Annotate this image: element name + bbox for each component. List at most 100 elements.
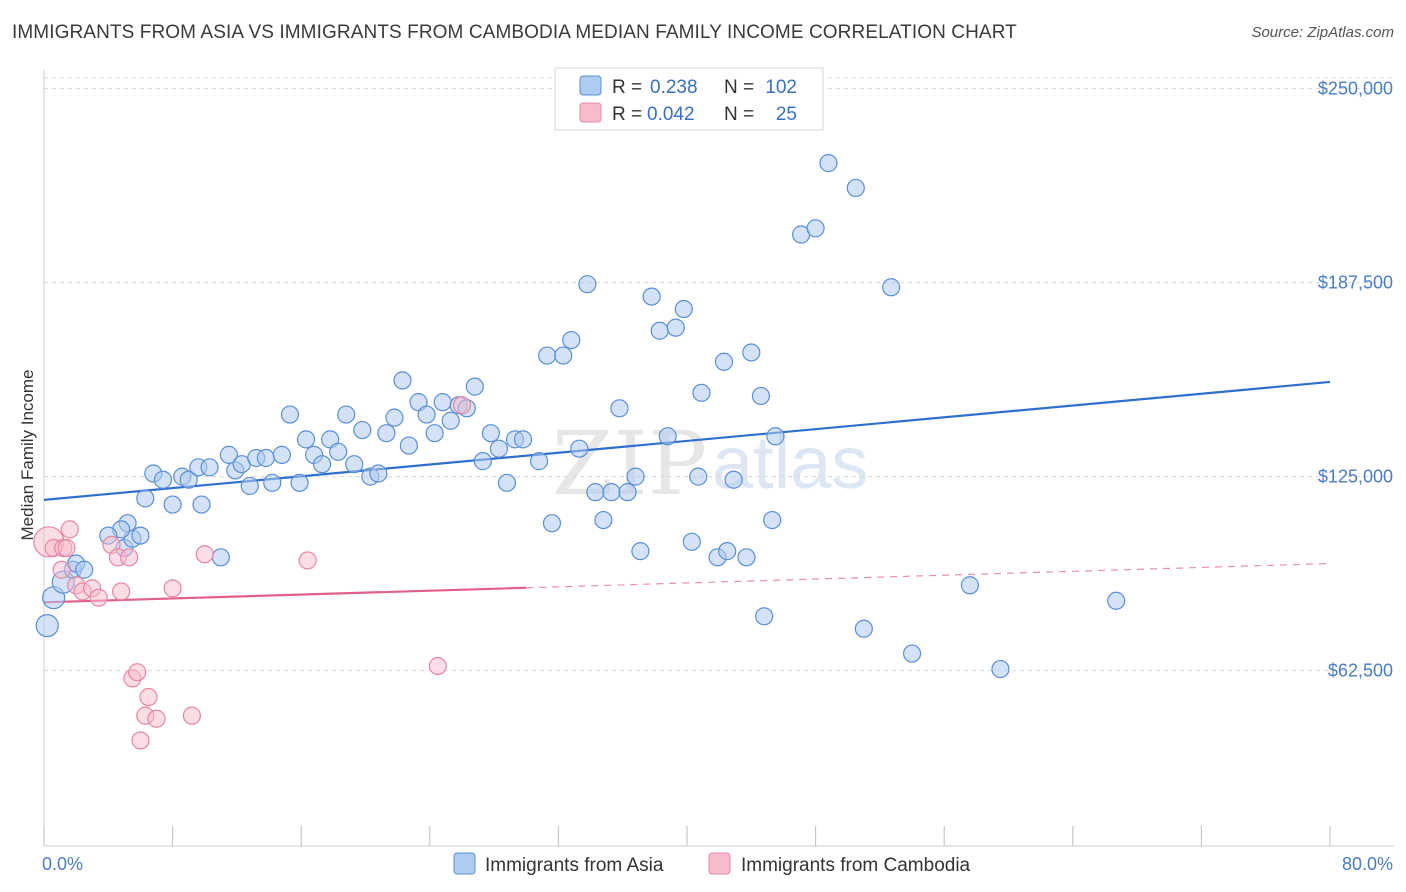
cambodia-point-24 [428,656,447,676]
asia-point-41 [369,464,388,483]
asia-point-53 [465,377,484,396]
y-tick-label-1: $125,000 [1318,467,1393,487]
asia-point-96 [854,619,873,638]
asia-point-65 [570,439,589,458]
asia-point-76 [658,427,677,446]
x-tick-label-1: 80.0% [1342,854,1393,874]
grid [44,77,1394,672]
chart-title: IMMIGRANTS FROM ASIA VS IMMIGRANTS FROM … [12,22,1017,43]
asia-point-93 [806,219,825,238]
y-tick-label-3: $250,000 [1318,79,1393,99]
watermark-atlas: atlas [712,421,868,504]
asia-point-98 [902,644,922,663]
asia-point-67 [586,483,605,502]
asia-point-75 [650,321,669,340]
asia-point-81 [692,383,711,402]
cambodia-point-5 [60,520,79,539]
asia-point-43 [385,408,404,427]
cambodia-point-19 [147,709,166,728]
legend-cambodia-n-value: 25 [776,104,797,125]
asia-point-79 [682,532,701,551]
asia-point-94 [819,154,838,173]
x-tick-label-0: 0.0% [42,854,83,874]
cambodia-point-15 [128,663,147,682]
asia-point-71 [618,483,637,502]
asia-point-89 [755,607,774,626]
legend-asia-r-value: 0.238 [650,77,698,98]
asia-point-101 [1107,591,1126,610]
cambodia-point-21 [182,706,201,725]
legend-cambodia-r-value: 0.042 [647,104,695,125]
trend-line-cambodia-extrapolated [526,562,1331,589]
asia-point-100 [991,659,1010,679]
asia-point-21 [211,548,230,567]
asia-point-62 [542,514,562,533]
asia-point-31 [290,473,309,492]
asia-point-66 [578,275,597,294]
axes [43,70,1394,847]
asia-point-12 [136,489,155,508]
asia-point-17 [179,470,198,489]
bottom-legend-asia-label: Immigrants from Asia [485,855,664,876]
asia-point-37 [337,405,356,424]
asia-point-27 [256,448,275,468]
asia-point-47 [417,405,436,424]
asia-point-42 [377,424,396,443]
asia-point-20 [200,458,219,477]
asia-point-11 [131,526,150,545]
asia-point-38 [345,455,364,474]
asia-point-80 [689,467,708,486]
legend-asia-swatch [579,75,602,96]
series-asia-points [35,154,1126,679]
asia-point-88 [751,386,771,406]
cambodia-point-20 [163,579,182,598]
asia-point-59 [513,430,533,449]
asia-point-30 [280,405,300,424]
asia-point-85 [724,470,743,489]
asia-point-34 [312,455,332,474]
asia-point-72 [626,467,645,486]
asia-point-90 [763,510,782,530]
asia-point-55 [481,424,500,443]
asia-point-48 [425,424,444,443]
cambodia-point-25 [452,396,472,415]
asia-point-44 [393,371,412,390]
asia-point-77 [666,318,685,337]
legend-asia-n-value: 102 [765,77,797,98]
asia-point-68 [594,510,613,530]
cambodia-point-23 [298,551,317,570]
trend-line-asia [43,380,1331,501]
legend-asia-n-label: N = [724,77,754,98]
asia-point-95 [846,178,865,198]
bottom-legend-cambodia-label: Immigrants from Cambodia [741,855,971,876]
asia-point-28 [263,473,282,492]
legend-cambodia-n-label: N = [724,104,754,125]
bottom-legend: Immigrants from Asia Immigrants from Cam… [453,852,971,876]
asia-point-83 [714,352,734,371]
asia-point-99 [960,576,980,595]
asia-point-5 [75,560,94,579]
asia-point-22 [219,445,238,464]
cambodia-point-9 [89,588,108,607]
asia-point-97 [882,278,901,297]
asia-point-64 [562,330,581,350]
asia-point-56 [489,439,509,458]
asia-point-19 [192,495,211,514]
asia-point-49 [433,393,452,412]
cambodia-point-16 [131,731,150,750]
legend-cambodia-swatch [579,102,602,123]
legend-cambodia-r-label: R = [612,104,642,125]
asia-point-78 [674,299,693,319]
bottom-legend-cambodia-swatch [708,852,731,875]
chart-source: Source: ZipAtlas.com [1251,24,1394,41]
bottom-legend-asia-swatch [453,852,476,875]
asia-point-15 [163,495,182,514]
asia-point-25 [240,476,259,496]
asia-point-61 [538,346,557,365]
y-axis-label: Median Family Income [18,369,37,540]
asia-point-29 [272,445,292,464]
asia-point-63 [554,346,573,365]
asia-point-50 [441,411,460,430]
asia-point-32 [296,430,316,449]
